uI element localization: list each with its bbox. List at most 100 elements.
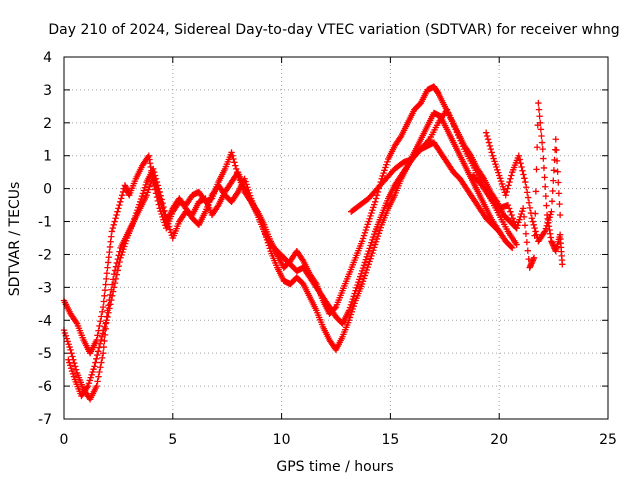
- data-point: [527, 209, 535, 217]
- data-point: [372, 238, 380, 245]
- data-point: [89, 368, 96, 376]
- data-point: [535, 99, 542, 107]
- data-point: [538, 139, 546, 146]
- data-point: [97, 364, 104, 371]
- data-point: [490, 155, 497, 162]
- data-point: [369, 236, 376, 244]
- data-point: [449, 120, 457, 127]
- y-tick-label: -3: [38, 280, 52, 296]
- data-point: [242, 178, 249, 185]
- data-point: [146, 183, 153, 190]
- data-point: [99, 354, 106, 362]
- data-point: [94, 348, 102, 355]
- data-point: [355, 278, 362, 286]
- data-point: [358, 267, 366, 275]
- data-point: [357, 270, 365, 277]
- data-point: [533, 144, 541, 151]
- data-point: [373, 192, 381, 199]
- data-point: [507, 175, 514, 182]
- data-point: [100, 298, 107, 305]
- data-point: [112, 275, 120, 283]
- data-point: [541, 228, 549, 235]
- data-point: [542, 192, 550, 200]
- data-point: [366, 215, 373, 222]
- data-point: [349, 295, 356, 303]
- data-point: [370, 204, 377, 211]
- data-point: [109, 288, 117, 295]
- data-point: [532, 188, 540, 195]
- data-point: [101, 337, 108, 345]
- data-point: [521, 175, 528, 182]
- data-point: [348, 298, 356, 306]
- data-point: [369, 207, 376, 214]
- data-point: [108, 228, 116, 235]
- data-point: [65, 356, 72, 363]
- data-point: [509, 244, 516, 252]
- data-point: [530, 221, 537, 229]
- data-point: [360, 275, 368, 282]
- data-point: [155, 192, 163, 199]
- data-point: [513, 241, 520, 248]
- data-point: [496, 228, 503, 235]
- data-point: [108, 292, 116, 300]
- data-point: [498, 180, 506, 188]
- data-point: [539, 145, 546, 153]
- data-point: [542, 183, 549, 190]
- data-point: [523, 189, 531, 196]
- data-point: [506, 178, 513, 186]
- data-point: [67, 365, 75, 372]
- y-tick-label: -5: [38, 346, 52, 362]
- data-point: [515, 152, 522, 159]
- data-point: [458, 140, 466, 147]
- data-point: [520, 171, 527, 178]
- data-point: [365, 247, 372, 255]
- data-point: [519, 205, 527, 212]
- data-point: [503, 188, 510, 196]
- data-point: [361, 259, 369, 266]
- data-point: [518, 163, 525, 171]
- data-point: [100, 326, 107, 334]
- data-point: [160, 208, 167, 215]
- data-point: [361, 229, 369, 237]
- data-point: [98, 313, 105, 320]
- data-point: [530, 254, 538, 261]
- data-point: [351, 290, 358, 297]
- data-point: [107, 301, 114, 308]
- data-point: [523, 184, 530, 191]
- data-point: [548, 198, 556, 205]
- data-point: [533, 231, 540, 238]
- data-point: [121, 243, 128, 250]
- data-point: [535, 106, 543, 113]
- data-point: [67, 362, 74, 369]
- y-tick-label: -6: [38, 379, 52, 395]
- data-point: [548, 208, 555, 215]
- data-point: [64, 338, 71, 345]
- data-point: [496, 172, 503, 179]
- data-point: [165, 223, 173, 230]
- data-point: [99, 308, 106, 316]
- data-point: [484, 136, 492, 143]
- data-point: [116, 258, 123, 266]
- data-point: [161, 211, 168, 219]
- data-point: [487, 145, 495, 153]
- data-point: [375, 230, 383, 237]
- data-point: [372, 195, 380, 202]
- data-point: [228, 149, 235, 156]
- data-point: [504, 185, 511, 192]
- grid-lines: [64, 57, 608, 419]
- chart-title: Day 210 of 2024, Sidereal Day-to-day VTE…: [48, 22, 619, 38]
- data-point: [115, 263, 122, 270]
- data-point: [533, 166, 540, 173]
- data-point: [559, 261, 566, 268]
- data-point: [142, 181, 149, 189]
- data-point: [523, 239, 531, 246]
- data-point: [233, 190, 241, 197]
- data-point: [363, 266, 370, 274]
- data-point: [351, 300, 358, 307]
- data-point: [69, 353, 76, 360]
- data-point: [368, 252, 375, 260]
- data-point: [357, 273, 364, 280]
- series-track-2: [60, 109, 516, 403]
- data-point: [543, 202, 550, 209]
- y-tick-label: 4: [43, 50, 52, 66]
